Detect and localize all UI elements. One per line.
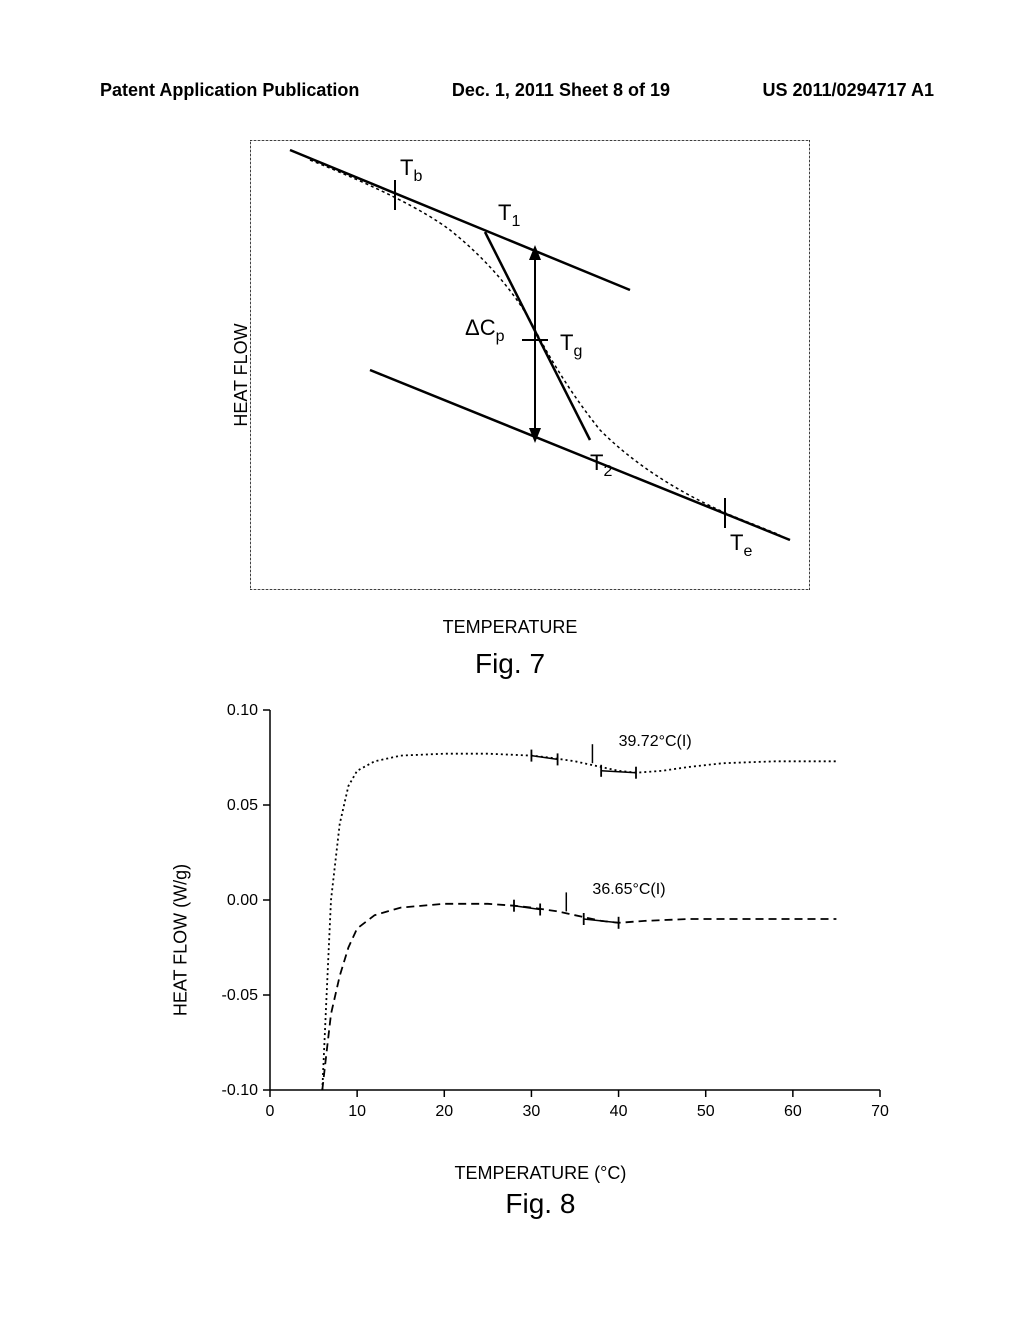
fig8-upper-annotation: 39.72°C(I) <box>619 733 692 750</box>
fig7-chart: Tb T1 T2 Te Tg ΔCp <box>250 140 810 590</box>
fig8-x-axis-label: TEMPERATURE (°C) <box>454 1163 626 1184</box>
fig8-ytick-label: -0.10 <box>222 1082 259 1099</box>
header-left: Patent Application Publication <box>100 80 359 101</box>
header-center: Dec. 1, 2011 Sheet 8 of 19 <box>452 80 670 101</box>
fig7-label-te: Te <box>730 530 752 560</box>
figure-7: HEAT FLOW Tb T1 T2 Te Tg ΔCp TEMPERATURE… <box>200 140 820 610</box>
fig8-lower-tg-seg <box>584 919 619 923</box>
fig7-label-tb: Tb <box>400 155 422 185</box>
fig8-xtick-label: 70 <box>871 1103 889 1120</box>
fig8-xtick-label: 10 <box>348 1103 366 1120</box>
fig8-ytick-label: 0.10 <box>227 702 258 719</box>
header-right: US 2011/0294717 A1 <box>763 80 934 101</box>
fig7-label-tg: Tg <box>560 330 582 360</box>
fig7-caption: Fig. 7 <box>475 648 545 680</box>
patent-header: Patent Application Publication Dec. 1, 2… <box>0 80 1024 101</box>
fig8-xtick-label: 0 <box>266 1103 275 1120</box>
fig8-lower-curve <box>322 904 836 1090</box>
fig7-x-axis-label: TEMPERATURE <box>443 617 578 638</box>
fig8-xtick-label: 50 <box>697 1103 715 1120</box>
fig8-lower-annotation: 36.65°C(I) <box>592 881 665 898</box>
fig8-plot-area: 0 10 20 30 40 50 60 70 -0.10 -0.05 0.00 0.05 0.10 39.… <box>222 702 889 1120</box>
fig8-ytick-label: 0.00 <box>227 892 258 909</box>
fig7-label-t1: T1 <box>498 200 520 230</box>
fig8-upper-tg-seg <box>531 756 557 760</box>
fig7-label-dcp: ΔCp <box>465 315 505 345</box>
fig7-curve <box>310 160 780 535</box>
fig7-upper-tangent <box>290 150 630 290</box>
fig8-ytick-label: 0.05 <box>227 797 258 814</box>
fig8-upper-curve <box>322 754 836 1090</box>
fig8-xtick-label: 20 <box>435 1103 453 1120</box>
figure-8: HEAT FLOW (W/g) 0 10 20 30 40 50 60 70 -0.10 -0.0… <box>130 700 890 1180</box>
fig8-xtick-label: 60 <box>784 1103 802 1120</box>
fig8-caption: Fig. 8 <box>505 1188 575 1220</box>
fig8-upper-tg-seg <box>601 771 636 773</box>
fig8-ytick-label: -0.05 <box>222 987 259 1004</box>
fig8-xtick-label: 40 <box>610 1103 628 1120</box>
fig7-lower-tangent <box>370 370 790 540</box>
fig8-y-axis-label: HEAT FLOW (W/g) <box>171 864 192 1016</box>
fig7-label-t2: T2 <box>590 450 612 480</box>
fig8-chart: 0 10 20 30 40 50 60 70 -0.10 -0.05 0.00 0.05 0.10 39.… <box>210 700 890 1140</box>
fig8-xtick-label: 30 <box>523 1103 541 1120</box>
